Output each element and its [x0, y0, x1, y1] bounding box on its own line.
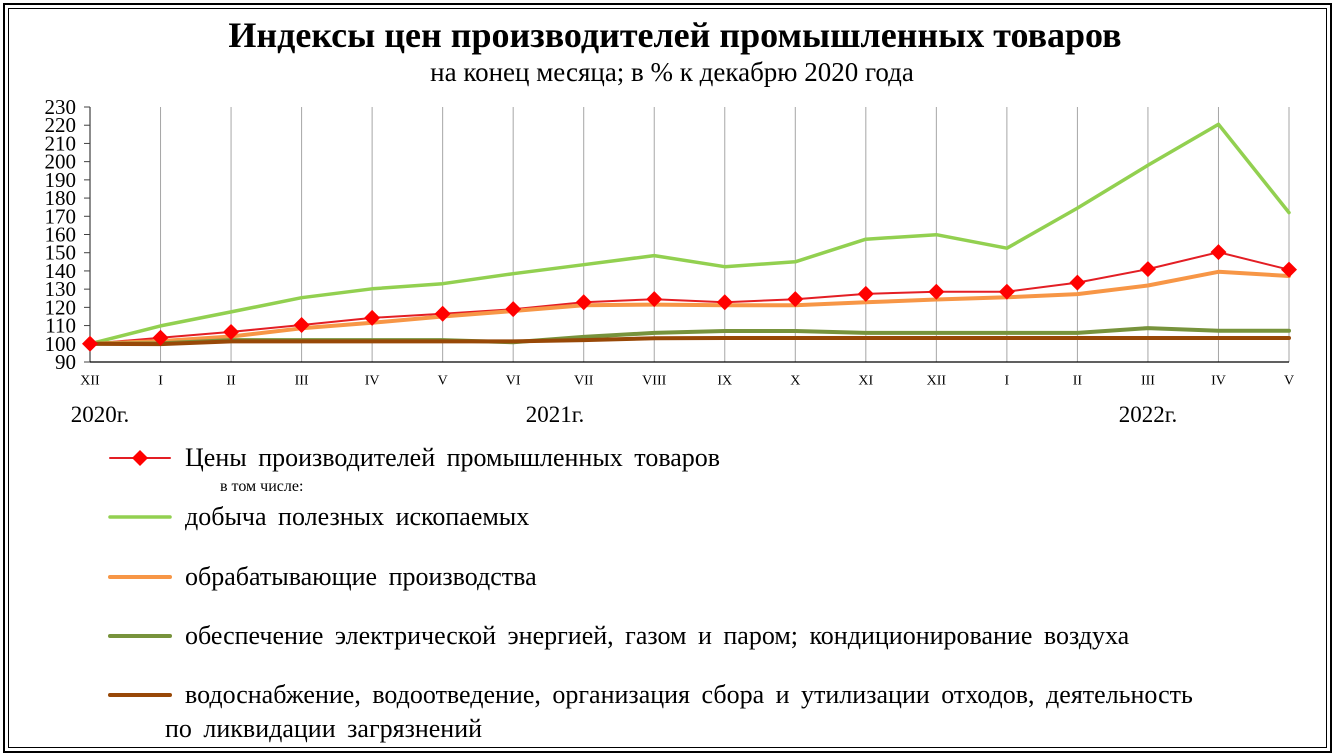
- series-line: [88, 336, 1291, 347]
- figure-frame-inner: [8, 8, 1327, 748]
- x-tick-label: XI: [858, 374, 873, 389]
- year-label: 2021г.: [525, 402, 585, 427]
- data-point-marker: [575, 294, 592, 311]
- y-tick-label: 100: [45, 332, 77, 356]
- x-tick-label: IX: [717, 374, 732, 389]
- legend-label: добыча полезных ископаемых: [185, 502, 530, 531]
- x-tick-label: I: [158, 374, 163, 389]
- x-tick-label: I: [1005, 374, 1010, 389]
- year-label: 2020г.: [70, 402, 130, 427]
- legend-note: в том числе:: [220, 478, 304, 495]
- x-tick-label: IV: [1211, 374, 1226, 389]
- legend-swatch: [108, 634, 172, 638]
- year-label: 2022г.: [1118, 402, 1178, 427]
- legend-label: обрабатывающие производства: [185, 562, 537, 591]
- series-line: [89, 251, 1290, 345]
- y-axis-ticks: 9010011012013014015016017018019020021022…: [45, 95, 90, 374]
- x-tick-label: III: [295, 374, 309, 389]
- y-tick-label: 130: [45, 277, 77, 301]
- y-tick-label: 120: [45, 295, 77, 319]
- data-point-marker: [1069, 274, 1086, 291]
- data-point-marker: [293, 317, 310, 334]
- legend-label: водоснабжение, водоотведение, организаци…: [165, 680, 1193, 743]
- chart-subtitle: на конец месяца; в % к декабрю 2020 года: [430, 57, 914, 87]
- legend-label: Цены производителей промышленных товаров: [185, 443, 721, 472]
- x-tick-label: XII: [80, 374, 100, 389]
- x-tick-label: VIII: [642, 374, 666, 389]
- data-point-marker: [82, 335, 98, 352]
- x-tick-label: VI: [506, 374, 521, 389]
- y-tick-label: 160: [45, 223, 77, 247]
- x-axis-ticks: XII I II III IV V VI VII VIII IX X XI XII I II III IV V: [80, 374, 1294, 389]
- y-tick-label: 200: [45, 150, 77, 174]
- data-point-marker: [646, 291, 663, 308]
- series-line: [88, 122, 1291, 346]
- x-tick-label: II: [1073, 374, 1083, 389]
- figure-frame-outer: [3, 3, 1332, 753]
- data-point-marker: [857, 285, 874, 302]
- legend-swatch: [108, 575, 172, 579]
- data-point-marker: [223, 323, 240, 340]
- data-point-marker: [1139, 261, 1156, 278]
- y-tick-label: 140: [45, 259, 77, 283]
- x-tick-label: X: [790, 374, 800, 389]
- data-point-marker: [364, 309, 381, 326]
- data-point-marker: [998, 283, 1015, 300]
- data-point-marker: [928, 283, 945, 300]
- y-tick-label: 150: [45, 241, 77, 265]
- y-tick-label: 90: [55, 350, 76, 374]
- y-tick-label: 230: [45, 95, 77, 119]
- line-chart: 9010011012013014015016017018019020021022…: [45, 95, 1297, 389]
- data-point-marker: [1281, 261, 1297, 278]
- data-point-marker: [152, 329, 169, 346]
- series-lines: [88, 122, 1291, 347]
- x-tick-label: V: [1284, 374, 1294, 389]
- data-point-marker: [505, 301, 522, 318]
- chart-title: Индексы цен производителей промышленных …: [228, 15, 1122, 55]
- data-point-marker: [716, 294, 733, 311]
- series-markers: [82, 244, 1297, 352]
- x-tick-label: XII: [927, 374, 947, 389]
- y-tick-label: 180: [45, 186, 77, 210]
- y-tick-label: 210: [45, 131, 77, 155]
- gridlines: [89, 107, 1290, 362]
- x-tick-label: III: [1141, 374, 1155, 389]
- legend-swatch: [108, 515, 172, 519]
- legend-label: обеспечение электрической энергией, газо…: [185, 621, 1130, 650]
- series-line: [88, 269, 1291, 346]
- legend-swatch: [109, 450, 171, 466]
- x-tick-label: IV: [365, 374, 380, 389]
- data-point-marker: [1210, 244, 1227, 261]
- y-tick-label: 170: [45, 204, 77, 228]
- x-tick-label: II: [226, 374, 236, 389]
- x-tick-label: VII: [574, 374, 594, 389]
- x-tick-label: V: [438, 374, 448, 389]
- y-tick-label: 190: [45, 168, 77, 192]
- data-point-marker: [434, 305, 451, 322]
- legend-swatch: [108, 693, 172, 697]
- data-point-marker: [787, 291, 804, 308]
- y-tick-label: 110: [45, 314, 76, 338]
- y-tick-label: 220: [45, 113, 77, 137]
